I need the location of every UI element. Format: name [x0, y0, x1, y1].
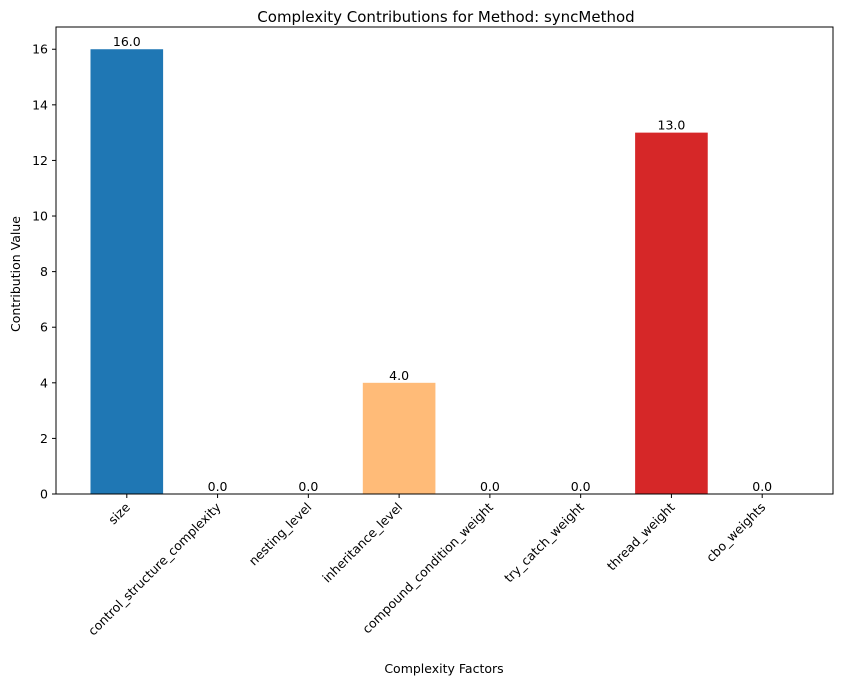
value-label-cbo_weights: 0.0	[752, 479, 772, 494]
y-tick-label: 8	[40, 264, 48, 279]
x-tick-label: try_catch_weight	[501, 499, 587, 585]
value-label-compound_condition_weight: 0.0	[480, 479, 500, 494]
y-tick-label: 16	[32, 42, 48, 57]
x-tick-label: nesting_level	[246, 500, 315, 569]
y-tick-label: 14	[32, 97, 48, 112]
value-label-inheritance_level: 4.0	[389, 368, 409, 383]
x-tick-label: size	[105, 499, 133, 527]
y-axis-label: Contribution Value	[8, 216, 23, 332]
x-tick-label: inheritance_level	[319, 500, 405, 586]
chart-title: Complexity Contributions for Method: syn…	[257, 8, 634, 26]
value-label-size: 16.0	[113, 34, 141, 49]
x-axis-label: Complexity Factors	[384, 661, 503, 676]
value-label-nesting_level: 0.0	[298, 479, 318, 494]
value-label-try_catch_weight: 0.0	[571, 479, 591, 494]
x-tick-label: control_structure_complexity	[85, 499, 224, 638]
y-tick-label: 10	[32, 209, 48, 224]
y-tick-label: 2	[40, 431, 48, 446]
value-label-control_structure_complexity: 0.0	[208, 479, 228, 494]
x-tick-label: thread_weight	[604, 499, 678, 573]
y-axis: 0 2 4 6 8 10 12 14 16	[32, 42, 56, 502]
value-label-thread_weight: 13.0	[658, 118, 686, 133]
plot-frame	[55, 26, 834, 495]
y-tick-label: 0	[40, 487, 48, 502]
bars-layer	[90, 49, 708, 494]
x-tick-label: cbo_weights	[703, 500, 768, 565]
bar-size	[90, 49, 164, 494]
y-tick-label: 12	[32, 153, 48, 168]
value-labels-layer: 16.0 0.0 0.0 4.0 0.0 0.0 13.0 0.0	[113, 34, 772, 494]
y-tick-label: 6	[40, 320, 48, 335]
bar-thread_weight	[635, 132, 708, 494]
y-tick-label: 4	[40, 375, 48, 390]
bar-inheritance_level	[362, 382, 436, 494]
